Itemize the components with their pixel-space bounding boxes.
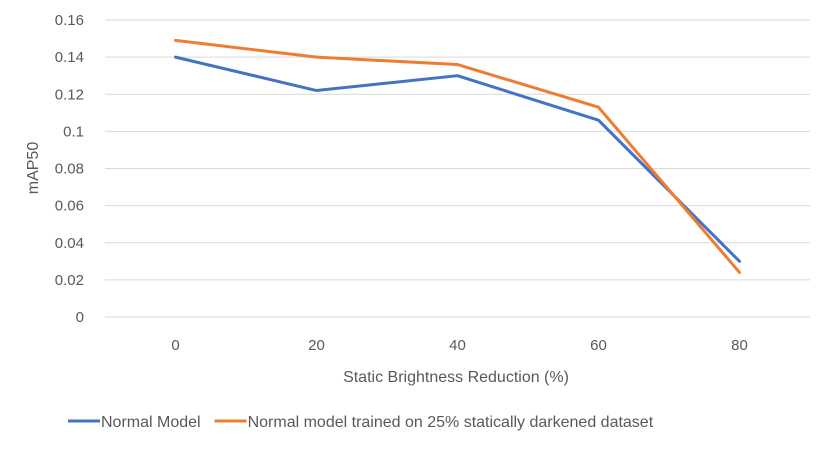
x-tick-label: 80	[731, 337, 748, 354]
y-tick-label: 0.12	[55, 86, 84, 103]
x-axis-ticks: 0 20 40 60 80	[171, 337, 748, 354]
y-tick-label: 0.16	[55, 12, 84, 29]
y-tick-label: 0.04	[55, 235, 84, 252]
series-lines	[174, 38, 741, 274]
y-tick-label: 0.06	[55, 198, 84, 215]
x-tick-label: 40	[449, 337, 466, 354]
x-axis-label: Static Brightness Reduction (%)	[343, 369, 569, 386]
legend-label-1: Normal Model	[101, 414, 201, 431]
x-tick-label: 60	[590, 337, 607, 354]
y-tick-label: 0.02	[55, 272, 84, 289]
x-tick-label: 0	[171, 337, 179, 354]
y-tick-label: 0.08	[55, 161, 84, 178]
series-line-2	[174, 38, 741, 274]
y-tick-label: 0.14	[55, 49, 84, 66]
series-line-1	[174, 55, 741, 263]
y-tick-label: 0.1	[63, 123, 84, 140]
y-axis-label: mAP50	[25, 142, 42, 195]
y-axis-ticks: 0 0.02 0.04 0.06 0.08 0.1 0.12 0.14 0.16	[55, 12, 84, 326]
legend: Normal Model Normal model trained on 25% …	[68, 414, 654, 431]
x-tick-label: 20	[308, 337, 325, 354]
gridlines	[105, 19, 810, 318]
y-tick-label: 0	[76, 309, 84, 326]
legend-label-2: Normal model trained on 25% statically d…	[248, 414, 654, 431]
